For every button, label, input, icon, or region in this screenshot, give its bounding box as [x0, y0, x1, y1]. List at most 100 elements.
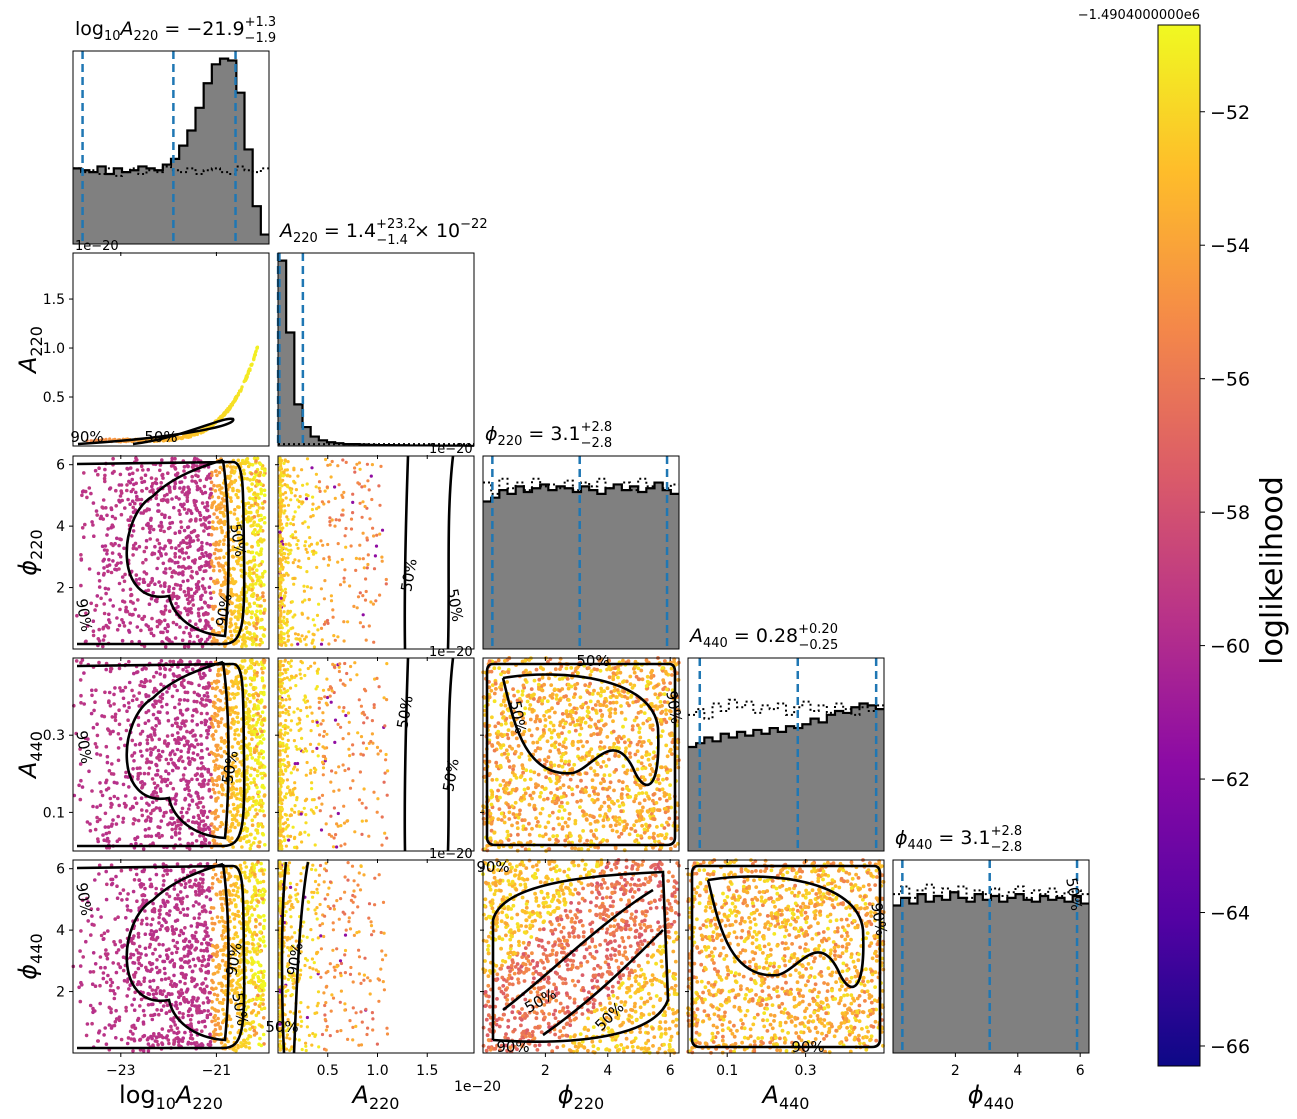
sample-point: [114, 1008, 118, 1013]
sample-point: [210, 1000, 214, 1004]
sample-point: [288, 551, 292, 556]
sample-point: [156, 710, 161, 714]
sample-point: [236, 609, 241, 614]
sample-point: [196, 821, 201, 826]
sample-point: [319, 539, 323, 543]
sample-point: [300, 840, 304, 844]
title-plus: +2.8: [991, 824, 1023, 839]
sample-point: [221, 542, 226, 546]
sample-point: [260, 676, 265, 680]
sample-point: [181, 570, 185, 574]
sample-point: [103, 544, 108, 548]
sample-point: [174, 601, 178, 606]
sample-point: [262, 717, 266, 722]
sample-point: [293, 558, 297, 562]
sample-point: [261, 879, 266, 884]
sample-point: [320, 802, 324, 806]
sample-point: [279, 578, 283, 582]
title-minus: −0.25: [798, 638, 838, 653]
sample-point: [246, 765, 250, 769]
sample-point: [248, 658, 253, 663]
sample-point: [306, 616, 310, 620]
sample-point: [122, 600, 127, 604]
sample-point: [175, 583, 180, 587]
sample-point: [193, 733, 197, 737]
sample-point: [214, 798, 218, 803]
sample-point: [361, 531, 365, 535]
sample-point: [124, 605, 128, 610]
sample-point: [178, 698, 183, 702]
sample-point: [113, 516, 118, 521]
sample-point: [201, 872, 205, 877]
sample-point: [139, 497, 144, 502]
sample-point: [262, 813, 267, 818]
sample-point: [218, 465, 223, 470]
title-value: = 0.28: [728, 625, 798, 647]
sample-point: [338, 662, 342, 666]
sample-point: [247, 571, 252, 576]
sample-point: [361, 594, 365, 598]
sample-point: [246, 501, 251, 506]
sample-point: [190, 465, 195, 469]
sample-point: [166, 471, 170, 476]
title-minus: −1.4: [376, 233, 408, 248]
sample-point: [208, 699, 212, 703]
sample-point: [289, 522, 293, 526]
sample-point: [189, 628, 194, 632]
sample-point: [177, 564, 181, 569]
sample-point: [220, 707, 225, 712]
sample-point: [261, 809, 265, 813]
sample-point: [79, 778, 83, 783]
sample-point: [219, 803, 224, 808]
sample-point: [158, 672, 162, 676]
sample-point: [173, 721, 178, 725]
sample-point: [248, 478, 252, 482]
sample-point: [296, 565, 300, 569]
sample-point: [284, 542, 288, 546]
sample-point: [109, 983, 113, 988]
sample-point: [332, 836, 336, 840]
sample-point: [146, 588, 151, 593]
sample-point: [245, 799, 250, 803]
sample-point: [179, 755, 183, 759]
sample-point: [293, 494, 297, 498]
sample-point: [167, 485, 172, 490]
sample-point: [117, 666, 122, 671]
sample-point: [242, 641, 247, 646]
sample-point: [311, 719, 315, 724]
sample-point: [339, 725, 343, 729]
sample-point: [82, 535, 86, 539]
sample-point: [184, 551, 188, 555]
sample-point: [174, 546, 178, 550]
sample-point: [233, 507, 237, 512]
sample-point: [310, 507, 314, 512]
sample-point: [150, 1017, 155, 1022]
sample-point: [296, 546, 300, 550]
sample-point: [351, 743, 355, 747]
sample-point: [197, 659, 201, 664]
sample-point: [284, 744, 288, 748]
sample-point: [285, 523, 289, 527]
sample-point: [177, 529, 182, 534]
sample-point: [135, 670, 140, 674]
sample-point: [139, 464, 144, 469]
sample-point: [111, 559, 115, 563]
sample-point: [360, 801, 364, 805]
sample-point: [141, 526, 145, 531]
sample-point: [257, 473, 262, 478]
sample-point: [279, 596, 283, 600]
sample-point: [131, 1049, 135, 1053]
sample-point: [311, 810, 315, 814]
sample-point: [199, 711, 204, 716]
sample-point: [291, 523, 296, 527]
sample-point: [189, 924, 194, 928]
sample-point: [283, 641, 287, 645]
sample-point: [351, 779, 355, 783]
sample-point: [82, 702, 86, 706]
sample-point: [188, 878, 192, 883]
sample-point: [338, 583, 343, 587]
sample-point: [213, 768, 217, 772]
sample-point: [127, 785, 131, 789]
sample-point: [210, 473, 214, 478]
